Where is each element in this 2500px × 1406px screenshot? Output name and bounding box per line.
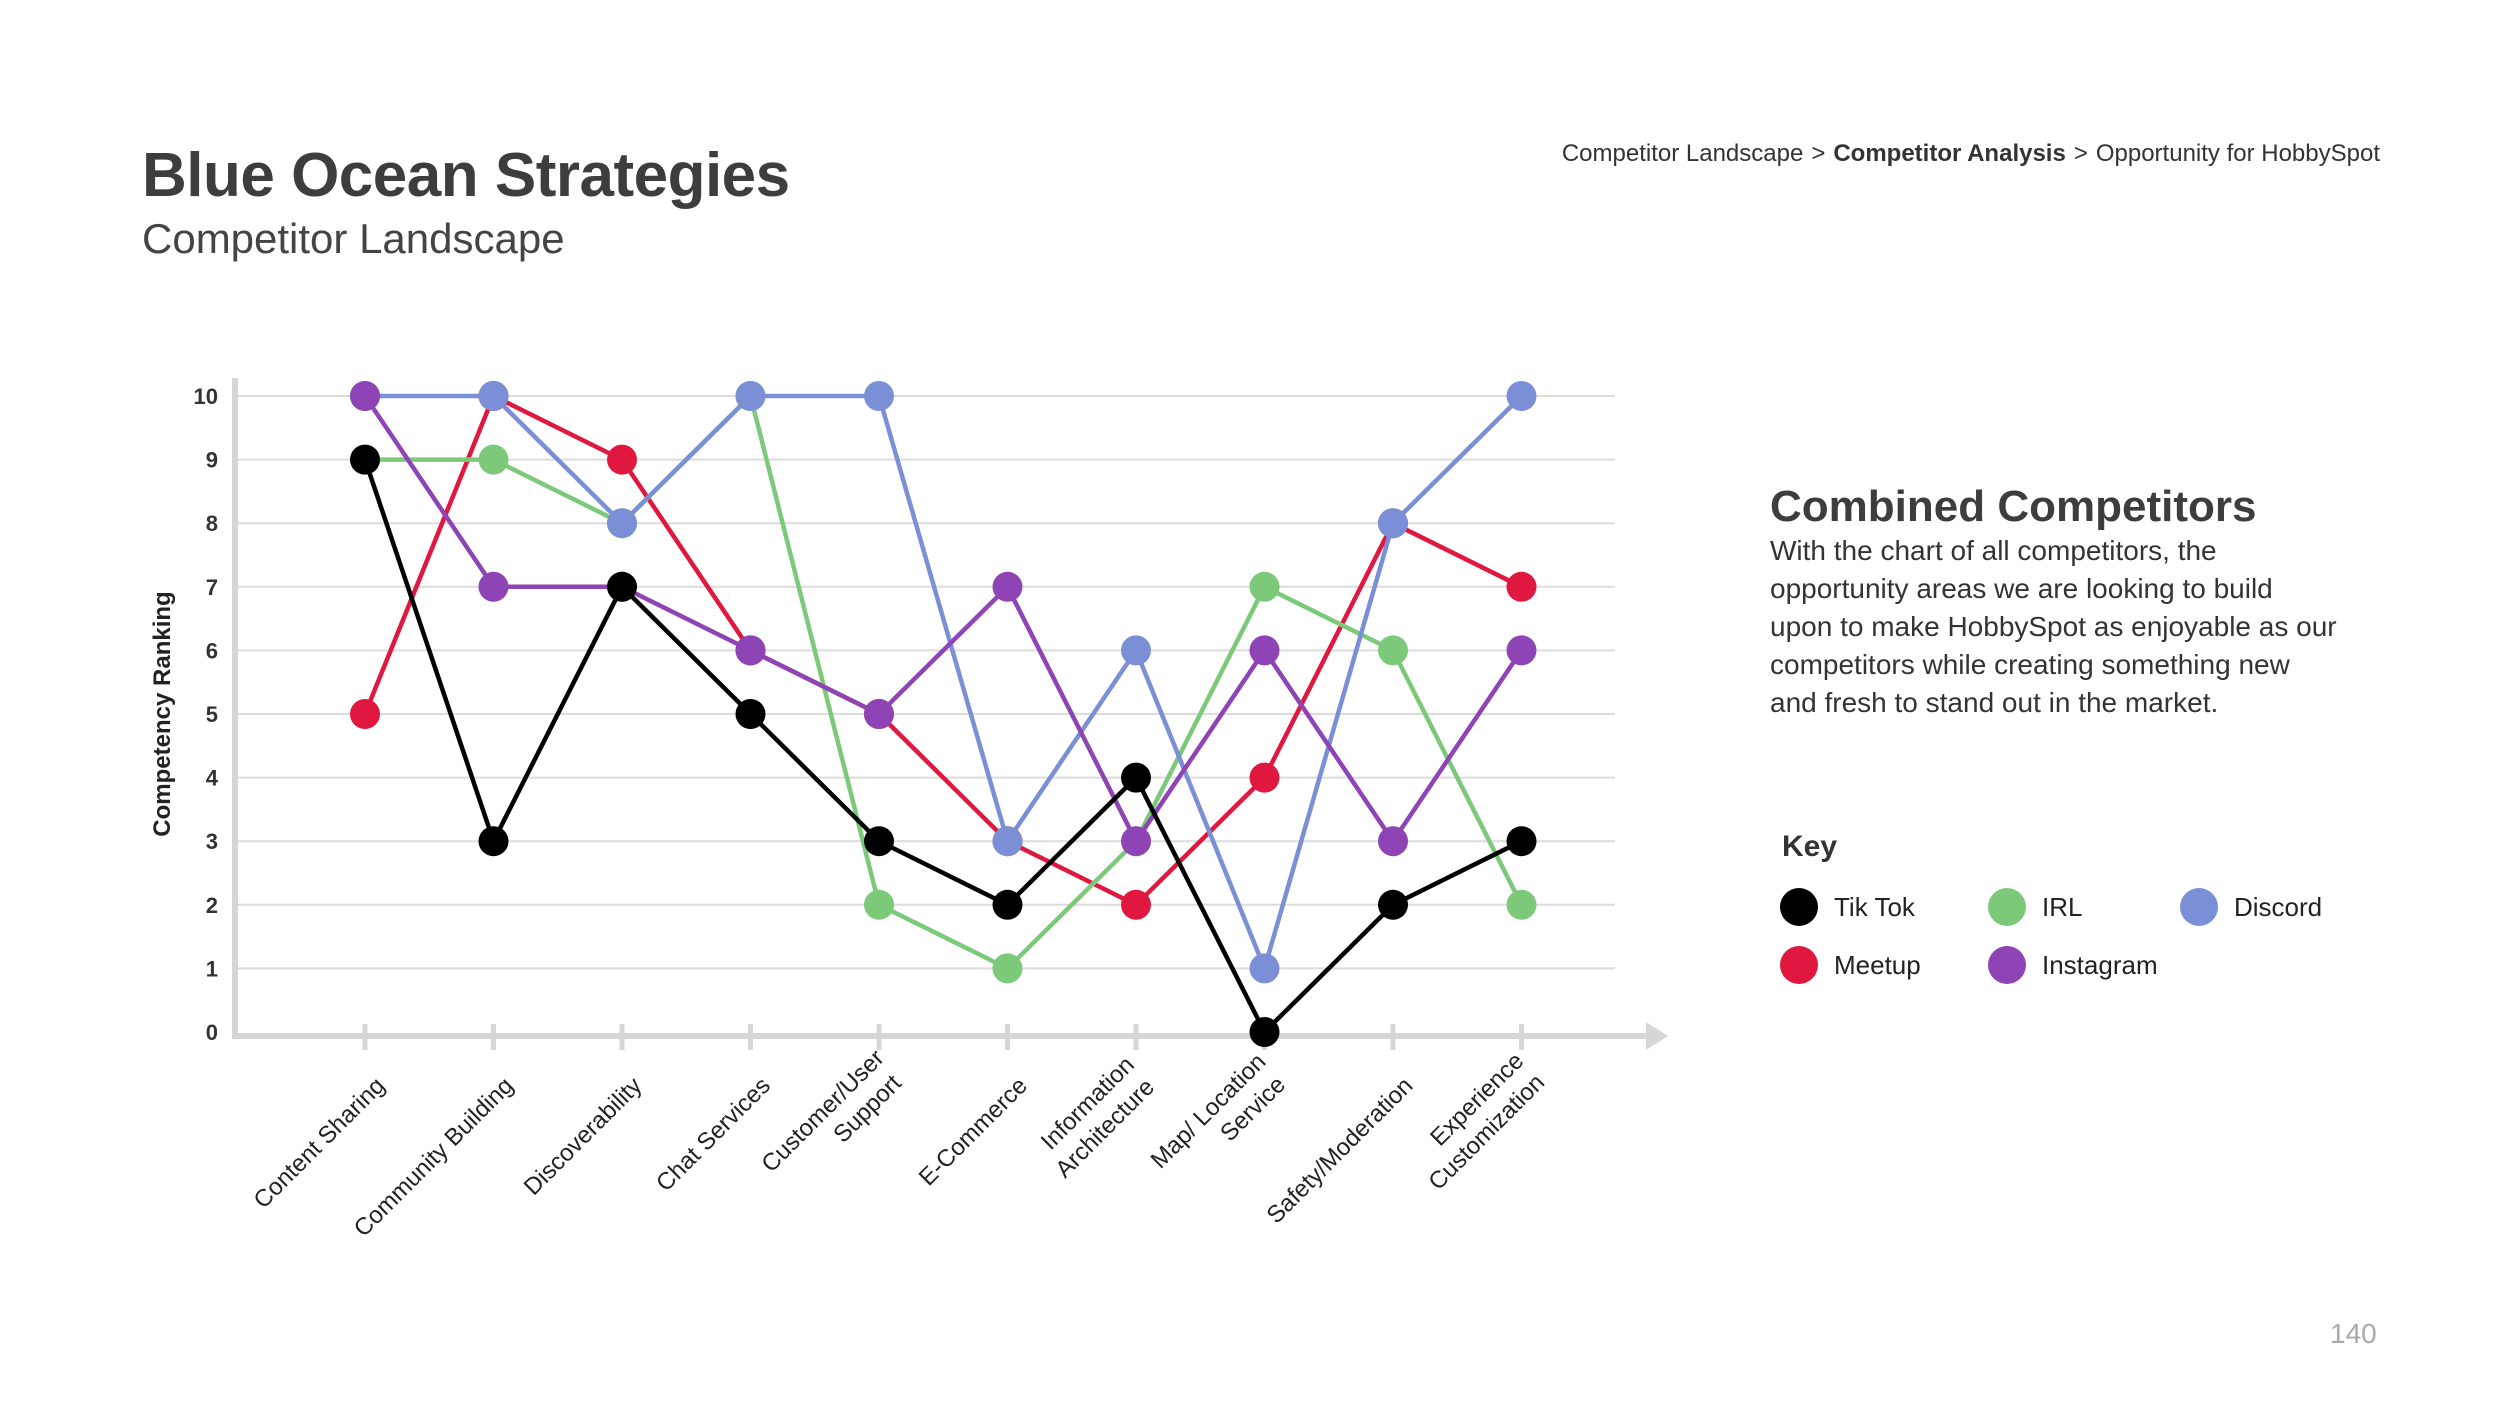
x-tick-label-line: Content Sharing <box>249 1072 391 1214</box>
data-point-instagram <box>350 381 380 411</box>
page-number: 140 <box>2330 1318 2377 1349</box>
legend-item-discord: Discord <box>2180 888 2322 926</box>
legend-label: Tik Tok <box>1834 891 1915 922</box>
x-axis-arrow-icon <box>1646 1022 1668 1050</box>
side-panel-text: With the chart of all competitors, the o… <box>1770 535 2337 718</box>
data-point-discord <box>1249 953 1280 984</box>
y-tick-label: 0 <box>206 1020 218 1045</box>
data-point-tik-tok <box>735 699 766 729</box>
x-tick-label-line: E-Commerce <box>914 1072 1033 1191</box>
legend-dot-icon <box>1780 946 1818 984</box>
x-tick-label-line: Discoverability <box>519 1072 647 1200</box>
data-point-discord <box>1378 508 1408 539</box>
data-point-instagram <box>735 635 766 666</box>
data-point-discord <box>1506 381 1537 411</box>
data-point-instagram <box>1121 826 1151 857</box>
side-panel-title: Combined Competitors <box>1770 482 2257 531</box>
data-point-meetup <box>1121 889 1151 920</box>
x-tick-label-line: Chat Services <box>651 1072 776 1197</box>
page-subtitle: Competitor Landscape <box>142 215 565 262</box>
data-point-instagram <box>1506 635 1537 666</box>
data-point-irl <box>1506 889 1537 920</box>
data-point-instagram <box>1249 635 1280 666</box>
data-point-instagram <box>992 571 1023 602</box>
legend-item-meetup: Meetup <box>1780 946 1921 984</box>
data-point-irl <box>1249 571 1280 602</box>
legend-label: Instagram <box>2042 949 2158 980</box>
breadcrumb-item-opportunity[interactable]: Opportunity for HobbySpot <box>2095 140 2380 167</box>
page-title: Blue Ocean Strategies <box>142 141 790 210</box>
y-tick-label: 1 <box>206 956 218 981</box>
legend-dot-icon <box>1780 888 1818 926</box>
data-point-discord <box>992 826 1023 857</box>
x-tick-label: E-Commerce <box>914 1072 1033 1191</box>
x-tick-label: Discoverability <box>519 1072 647 1200</box>
y-tick-label: 9 <box>206 448 218 473</box>
y-tick-label: 5 <box>206 702 218 727</box>
legend-label: IRL <box>2042 891 2083 922</box>
data-point-tik-tok <box>1506 826 1537 857</box>
y-axis-title: Competency Ranking <box>149 591 176 836</box>
y-tick-label: 8 <box>206 511 218 536</box>
data-point-tik-tok <box>1249 1017 1280 1047</box>
data-point-meetup <box>1506 571 1537 602</box>
legend-dot-icon <box>1988 888 2026 926</box>
series-line-instagram <box>363 394 1524 844</box>
data-point-tik-tok <box>1378 889 1408 920</box>
data-point-tik-tok <box>864 826 894 857</box>
x-tick-label: Chat Services <box>651 1072 776 1197</box>
data-point-meetup <box>607 444 637 475</box>
legend-dot-icon <box>1988 946 2026 984</box>
data-point-discord <box>478 381 509 411</box>
data-point-meetup <box>350 699 380 729</box>
breadcrumb-item-competitor-landscape[interactable]: Competitor Landscape <box>1561 140 1804 167</box>
data-point-tik-tok <box>1121 762 1151 793</box>
legend-item-tiktok: Tik Tok <box>1780 888 1915 926</box>
series-line-tik-tok <box>362 458 1523 1035</box>
data-point-irl <box>1378 635 1408 666</box>
data-point-discord <box>735 381 766 411</box>
data-point-tik-tok <box>992 889 1023 920</box>
data-point-irl <box>992 953 1023 984</box>
data-point-instagram <box>478 571 509 602</box>
data-point-tik-tok <box>607 571 637 602</box>
data-point-irl <box>478 444 509 475</box>
y-tick-label: 6 <box>206 638 218 663</box>
y-tick-label: 3 <box>206 829 218 854</box>
legend-item-irl: IRL <box>1988 888 2082 926</box>
y-tick-label: 7 <box>206 575 218 600</box>
breadcrumb-separator: > <box>2073 140 2088 167</box>
data-point-tik-tok <box>350 444 380 475</box>
legend-item-instagram: Instagram <box>1988 946 2158 984</box>
data-point-irl <box>864 889 894 920</box>
breadcrumb-item-competitor-analysis[interactable]: Competitor Analysis <box>1833 140 2066 167</box>
legend-label: Meetup <box>1834 949 1921 980</box>
y-tick-label: 4 <box>206 766 219 791</box>
y-tick-label: 10 <box>194 384 218 409</box>
data-point-discord <box>864 381 894 411</box>
data-point-meetup <box>1249 762 1280 793</box>
series-line-meetup <box>362 393 1523 908</box>
breadcrumb-separator: > <box>1811 140 1826 167</box>
legend-label: Discord <box>2234 891 2323 922</box>
x-tick-label: Content Sharing <box>249 1072 391 1214</box>
data-point-discord <box>1121 635 1151 666</box>
y-tick-label: 2 <box>206 893 218 918</box>
data-point-tik-tok <box>478 826 509 857</box>
data-point-instagram <box>1378 826 1408 857</box>
legend-title: Key <box>1782 830 1838 863</box>
data-point-instagram <box>864 699 894 729</box>
legend-dot-icon <box>2180 888 2218 926</box>
data-point-discord <box>607 508 637 539</box>
series-line-irl <box>365 393 1524 971</box>
breadcrumb: Competitor Landscape > Competitor Analysis… <box>1500 140 2380 168</box>
